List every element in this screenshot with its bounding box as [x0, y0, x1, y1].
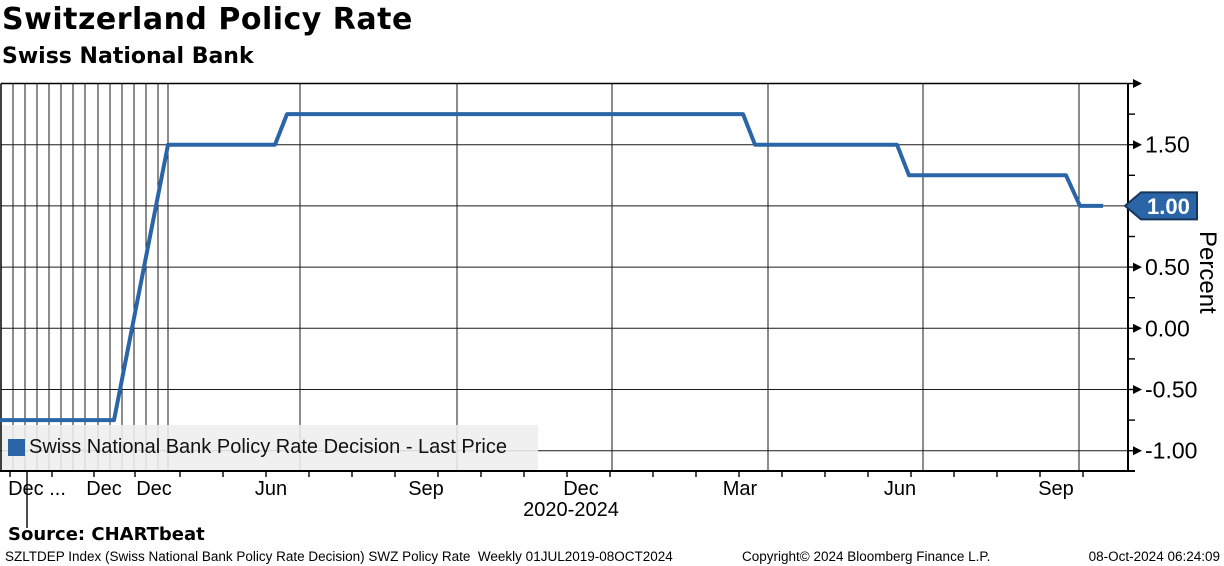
- chart-title: Switzerland Policy Rate: [2, 2, 413, 37]
- x-tick-label: Dec: [563, 478, 599, 500]
- legend: Swiss National Bank Policy Rate Decision…: [2, 425, 538, 470]
- y-tick-label: 0.50: [1145, 254, 1190, 280]
- legend-label: Swiss National Bank Policy Rate Decision…: [29, 436, 507, 458]
- y-tick-label: -1.00: [1145, 438, 1197, 464]
- x-axis-range-label: 2020-2024: [523, 499, 619, 521]
- x-tick-label: Dec: [136, 478, 172, 500]
- series-marker-icon: [8, 439, 25, 456]
- footer-copyright: Copyright© 2024 Bloomberg Finance L.P.: [742, 549, 991, 564]
- last-price-value: 1.00: [1147, 194, 1190, 219]
- x-tick-label: Sep: [408, 478, 444, 500]
- x-tick-label: Mar: [723, 478, 758, 500]
- y-tick-label: -0.50: [1145, 377, 1197, 403]
- y-tick-arrow-icon: [1133, 385, 1142, 394]
- source-label: Source: CHARTbeat: [8, 524, 205, 545]
- policy-rate-line: [0, 112, 1103, 423]
- y-tick-arrow-icon: [1133, 140, 1142, 150]
- y-tick-arrow-icon: [1133, 323, 1142, 333]
- chart-subtitle: Swiss National Bank: [2, 44, 254, 69]
- footer-timestamp: 08-Oct-2024 06:24:09: [1088, 549, 1220, 564]
- x-tick-label: Jun: [255, 478, 287, 500]
- x-tick-label: Dec ...: [8, 478, 66, 500]
- y-tick-label: 0.00: [1145, 315, 1190, 341]
- y-tick-arrow-icon: [1133, 262, 1142, 272]
- last-price-tag: 1.00: [1123, 191, 1198, 221]
- x-tick-label: Dec: [86, 478, 122, 500]
- y-tick-arrow-icon: [1133, 446, 1142, 456]
- footer-description: SZLTDEP Index (Swiss National Bank Polic…: [5, 549, 673, 564]
- y-tick-label: 1.50: [1145, 132, 1190, 158]
- y-tick-arrow-icon: [1133, 79, 1142, 88]
- x-tick-label: Sep: [1038, 478, 1074, 500]
- x-tick-label: Jun: [884, 478, 916, 500]
- last-price-tag-shape: [1123, 191, 1198, 221]
- y-axis-title: Percent: [1194, 231, 1221, 314]
